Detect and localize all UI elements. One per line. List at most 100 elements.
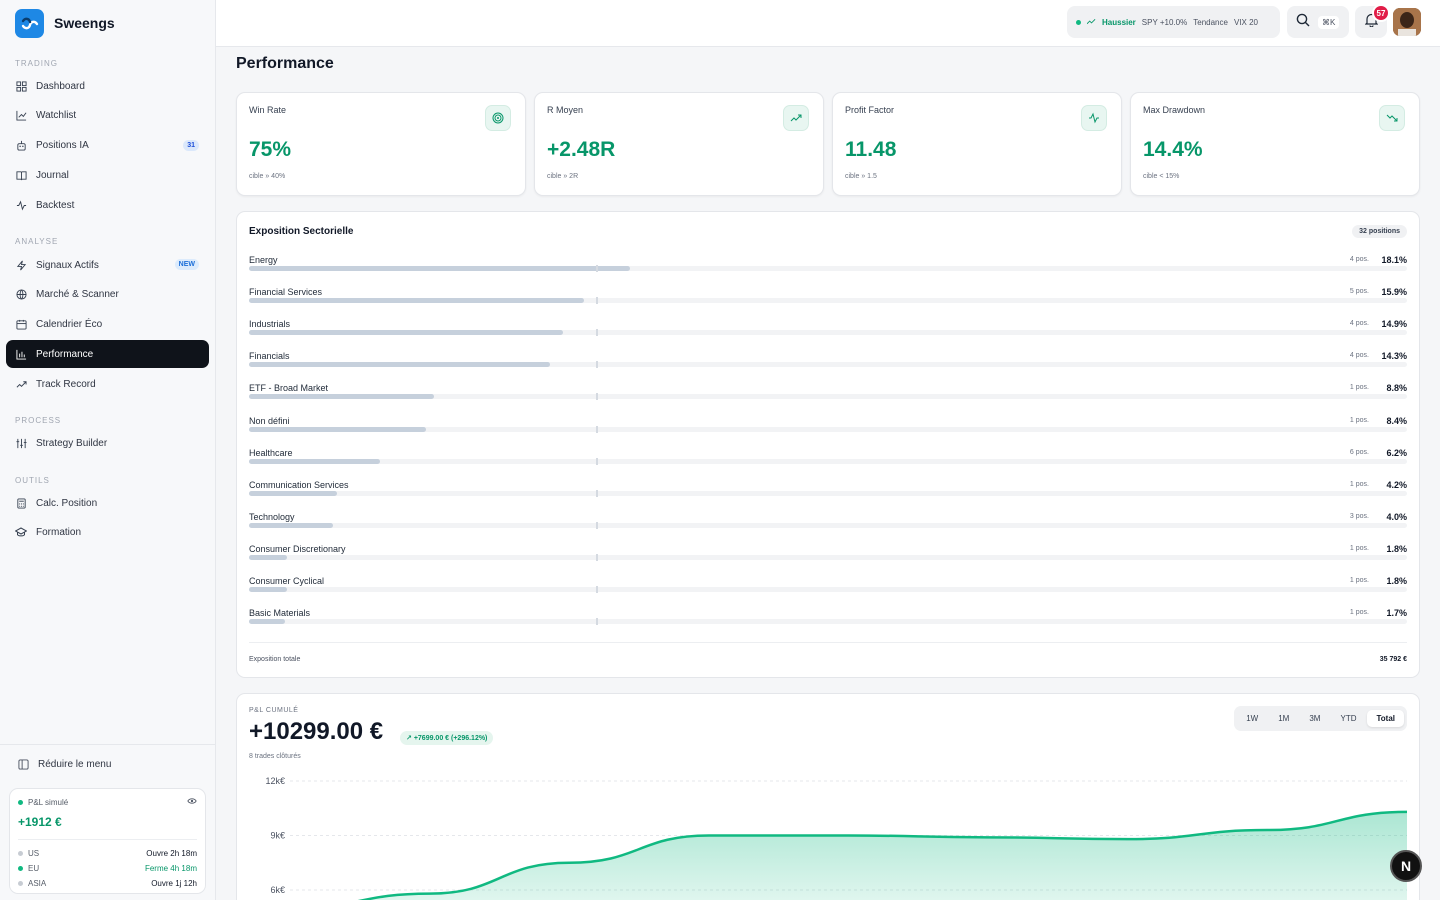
nav-section-process: PROCESS <box>0 416 76 425</box>
shortcut-hint: ⌘K <box>1318 16 1339 29</box>
sidebar-item-label: Watchlist <box>36 110 76 121</box>
nav-section-outils: OUTILS <box>0 476 65 485</box>
sidebar-item-label: Journal <box>36 170 69 181</box>
sector-positions: 1 pos. <box>1350 417 1369 424</box>
calendar-icon <box>15 319 27 331</box>
sidebar-item-formation[interactable]: Formation <box>6 519 209 547</box>
nav-badge: NEW <box>175 259 199 270</box>
sim-pnl-value: +1912 € <box>18 815 197 829</box>
vix-value: VIX 20 <box>1234 18 1258 27</box>
sector-row-etf-broad-market[interactable]: ETF - Broad Market 1 pos. 8.8% <box>249 383 1407 415</box>
sector-name: Consumer Cyclical <box>249 576 324 586</box>
sidebar-item-signaux-actifs[interactable]: Signaux Actifs NEW <box>6 251 209 279</box>
market-ticker[interactable]: Haussier SPY +10.0% Tendance VIX 20 <box>1067 6 1280 38</box>
search-button[interactable]: ⌘K <box>1287 6 1349 38</box>
kpi-label: Max Drawdown <box>1143 105 1407 115</box>
trend-up-icon <box>783 105 809 131</box>
sector-bar-track <box>249 619 1407 624</box>
sidebar-item-calc-position[interactable]: Calc. Position <box>6 489 209 517</box>
sector-positions: 1 pos. <box>1350 384 1369 391</box>
sector-bar-fill <box>249 555 287 560</box>
sector-bar-fill <box>249 523 333 528</box>
kpi-target: cible < 15% <box>1143 173 1179 180</box>
sector-name: Communication Services <box>249 480 349 490</box>
range-tab-1m[interactable]: 1M <box>1269 710 1298 727</box>
sidebar-item-positions-ia[interactable]: Positions IA 31 <box>6 132 209 160</box>
kpi-card-profit-factor: Profit Factor 11.48 cible » 1.5 <box>832 92 1122 196</box>
sector-name: Financial Services <box>249 287 322 297</box>
eye-icon[interactable] <box>187 797 197 807</box>
sector-row-financials[interactable]: Financials 4 pos. 14.3% <box>249 351 1407 383</box>
kpi-card-win-rate: Win Rate 75% cible » 40% <box>236 92 526 196</box>
sector-bar-track <box>249 362 1407 367</box>
sidebar-item-dashboard[interactable]: Dashboard <box>6 72 209 100</box>
sidebar-item-marche-scanner[interactable]: Marché & Scanner <box>6 281 209 309</box>
sector-name: Healthcare <box>249 448 293 458</box>
sector-row-consumer-discretionary[interactable]: Consumer Discretionary 1 pos. 1.8% <box>249 544 1407 576</box>
market-row-us: US Ouvre 2h 18m <box>18 846 197 861</box>
kpi-value: +2.48R <box>547 138 615 162</box>
market-name-cell: US <box>18 849 146 858</box>
kpi-card-max-drawdown: Max Drawdown 14.4% cible < 15% <box>1130 92 1420 196</box>
collapse-menu-button[interactable]: Réduire le menu <box>0 744 215 784</box>
market-status: Ouvre 1j 12h <box>151 879 197 888</box>
cumulative-pnl-label: P&L CUMULÉ <box>249 707 298 714</box>
sector-percent: 14.3% <box>1381 351 1407 361</box>
market-status-dot <box>18 866 23 871</box>
spy-value: SPY +10.0% <box>1142 18 1187 27</box>
market-name-cell: ASIA <box>18 879 151 888</box>
sidebar-item-watchlist[interactable]: Watchlist <box>6 102 209 130</box>
arrow-up-right-icon: ↗ <box>406 735 412 742</box>
total-exposure-value: 35 792 € <box>1380 656 1407 663</box>
sidebar-item-label: Formation <box>36 527 81 538</box>
sector-row-consumer-cyclical[interactable]: Consumer Cyclical 1 pos. 1.8% <box>249 576 1407 608</box>
sector-row-financial-services[interactable]: Financial Services 5 pos. 15.9% <box>249 287 1407 319</box>
sector-bar-track <box>249 587 1407 592</box>
sector-row-basic-materials[interactable]: Basic Materials 1 pos. 1.7% <box>249 608 1407 640</box>
simulated-pnl-card: P&L simulé +1912 € US Ouvre 2h 18m EU Ferme… <box>9 788 206 894</box>
sector-row-energy[interactable]: Energy 4 pos. 18.1% <box>249 255 1407 287</box>
page-title: Performance <box>236 55 334 73</box>
sidebar-item-label: Dashboard <box>36 81 85 92</box>
sector-row-communication-services[interactable]: Communication Services 1 pos. 4.2% <box>249 480 1407 512</box>
sidebar-item-calendrier-eco[interactable]: Calendrier Éco <box>6 311 209 339</box>
sidebar-item-performance[interactable]: Performance <box>6 340 209 368</box>
sector-row-industrials[interactable]: Industrials 4 pos. 14.9% <box>249 319 1407 351</box>
kpi-target: cible » 1.5 <box>845 173 877 180</box>
brand[interactable]: Sweengs <box>0 0 215 46</box>
sim-pnl-label: P&L simulé <box>28 798 68 807</box>
range-tab-ytd[interactable]: YTD <box>1331 710 1365 727</box>
sidebar-item-label: Signaux Actifs <box>36 260 99 271</box>
kpi-target: cible » 40% <box>249 173 285 180</box>
kpi-value: 14.4% <box>1143 138 1203 162</box>
sector-percent: 1.8% <box>1386 576 1407 586</box>
brand-logo-icon <box>15 9 44 38</box>
sidebar-item-backtest[interactable]: Backtest <box>6 191 209 219</box>
topbar: Haussier SPY +10.0% Tendance VIX 20 ⌘K 5… <box>216 0 1440 47</box>
sidebar-item-journal[interactable]: Journal <box>6 161 209 189</box>
next-dev-button[interactable]: N <box>1390 850 1422 882</box>
sector-row-non-defini[interactable]: Non défini 1 pos. 8.4% <box>249 416 1407 448</box>
sector-bar-track <box>249 427 1407 432</box>
sector-name: Consumer Discretionary <box>249 544 346 554</box>
range-tab-total[interactable]: Total <box>1367 710 1404 727</box>
sector-limit-marker <box>596 554 598 561</box>
sector-row-technology[interactable]: Technology 3 pos. 4.0% <box>249 512 1407 544</box>
sidebar-item-track-record[interactable]: Track Record <box>6 370 209 398</box>
sector-bar-fill <box>249 298 584 303</box>
sector-row-healthcare[interactable]: Healthcare 6 pos. 6.2% <box>249 448 1407 480</box>
sidebar-item-label: Positions IA <box>36 140 89 151</box>
pnl-delta-value: +7699.00 € (+296.12%) <box>414 735 488 742</box>
pulse-icon <box>1081 105 1107 131</box>
sector-bar-track <box>249 555 1407 560</box>
sidebar-item-strategy-builder[interactable]: Strategy Builder <box>6 429 209 457</box>
sector-name: Financials <box>249 351 290 361</box>
sector-bar-fill <box>249 394 434 399</box>
range-tab-3m[interactable]: 3M <box>1300 710 1329 727</box>
live-dot <box>1076 20 1081 25</box>
range-tab-1w[interactable]: 1W <box>1237 710 1267 727</box>
sector-positions: 3 pos. <box>1350 513 1369 520</box>
avatar[interactable] <box>1393 8 1421 36</box>
trend-up-icon <box>15 378 27 390</box>
sector-limit-marker <box>596 361 598 368</box>
